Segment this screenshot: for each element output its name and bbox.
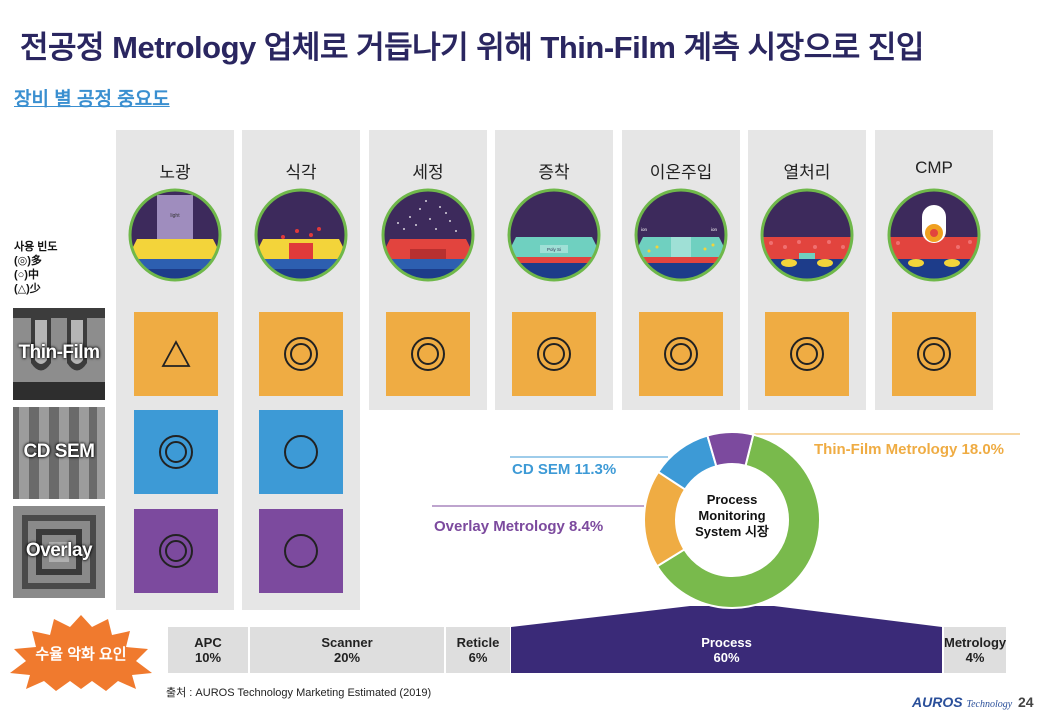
legend-item: (△)少 <box>14 283 41 295</box>
poly-si-text: Poly Si <box>547 247 561 252</box>
usage-high-icon <box>159 435 193 469</box>
thin-film-cross-section-icon <box>13 308 105 400</box>
thin-film-clean-tile <box>386 312 470 396</box>
segment-value: 10% <box>194 650 222 665</box>
process-label-implant: 이온주입 <box>649 163 713 182</box>
row-label-thin-film: Thin-Film <box>18 342 100 363</box>
process-label-cmp: CMP <box>915 158 953 177</box>
thin-film-etch-tile <box>259 312 343 396</box>
deposition-illustration-icon: Poly Si <box>507 188 601 282</box>
usage-high-icon <box>159 534 193 568</box>
segment-value: 6% <box>468 650 488 665</box>
funnel-shape <box>511 606 942 627</box>
label-thin-film-metrology: Thin-Film Metrology 18.0% <box>814 441 1005 458</box>
usage-medium-icon <box>284 435 318 469</box>
auros-logo: AUROS Technology <box>912 694 1012 710</box>
yield-badge: 수율 악화 요인 <box>35 646 127 663</box>
overlay-row-image: Overlay <box>13 506 105 598</box>
row-label-cd-sem: CD SEM <box>23 441 95 462</box>
legend-item: (◎)多 <box>14 255 42 267</box>
anneal-illustration-icon <box>760 188 854 282</box>
center-line: Process <box>706 492 758 507</box>
segment-value: 20% <box>333 650 361 665</box>
donut-hole <box>676 464 788 576</box>
cd-sem-lithography-tile <box>134 410 218 494</box>
segment-name: Metrology <box>944 635 1007 650</box>
page-number: 24 <box>1018 694 1034 710</box>
process-label-lithography: 노광 <box>159 163 191 182</box>
thin-film-row-image: Thin-Film <box>13 308 105 400</box>
bar-segment-process: Process 60% <box>511 627 942 673</box>
page-title: 전공정 Metrology 업체로 거듭나기 위해 Thin-Film 계측 시… <box>20 30 924 65</box>
implant-illustration-icon: ion ion <box>634 188 728 282</box>
cd-sem-lines-icon <box>13 407 105 499</box>
overlay-lithography-tile <box>134 509 218 593</box>
segment-value: 60% <box>713 650 740 665</box>
thin-film-anneal-tile <box>765 312 849 396</box>
ion-text-left: ion <box>641 227 648 232</box>
segment-name: Process <box>701 635 752 650</box>
usage-legend: 사용 빈도 (◎)多 (○)中 (△)少 <box>14 240 58 296</box>
thin-film-deposition-tile <box>512 312 596 396</box>
logo-subtext: Technology <box>966 699 1013 710</box>
legend-item: (○)中 <box>14 269 39 281</box>
thin-film-cmp-tile <box>892 312 976 396</box>
center-line: System 시장 <box>695 524 769 539</box>
donut-center-label: Process Monitoring System 시장 <box>680 492 784 540</box>
lithography-illustration-icon: light <box>128 188 222 282</box>
overlay-target-icon <box>13 506 105 598</box>
cmp-illustration-icon <box>887 188 981 282</box>
thin-film-lithography-tile <box>134 312 218 396</box>
usage-medium-icon <box>284 534 318 568</box>
process-label-deposition: 증착 <box>538 163 570 182</box>
process-label-etch: 식각 <box>285 163 317 182</box>
section-subtitle: 장비 별 공정 중요도 <box>14 89 170 110</box>
bar-segment-apc: APC 10% <box>168 627 248 673</box>
source-note: 출처 : AUROS Technology Marketing Estimate… <box>166 687 432 699</box>
light-text: light <box>170 213 180 219</box>
bar-segment-reticle: Reticle 6% <box>446 627 510 673</box>
center-line: Monitoring <box>698 508 766 523</box>
segment-name: Scanner <box>321 635 373 650</box>
process-label-clean: 세정 <box>412 163 444 182</box>
segment-name: APC <box>194 635 222 650</box>
segment-name: Reticle <box>456 635 500 650</box>
etch-illustration-icon <box>254 188 348 282</box>
legend-heading: 사용 빈도 <box>14 241 58 253</box>
bar-segment-metrology: Metrology 4% <box>944 627 1006 673</box>
row-label-overlay: Overlay <box>25 540 93 561</box>
usage-low-icon <box>161 340 191 367</box>
usage-high-icon <box>917 337 951 371</box>
process-label-anneal: 열처리 <box>783 163 831 182</box>
usage-high-icon <box>411 337 445 371</box>
cd-sem-etch-tile <box>259 410 343 494</box>
logo-text: AUROS <box>912 694 963 710</box>
usage-high-icon <box>284 337 318 371</box>
label-cd-sem: CD SEM 11.3% <box>512 461 617 478</box>
clean-illustration-icon <box>381 188 475 282</box>
overlay-etch-tile <box>259 509 343 593</box>
usage-high-icon <box>537 337 571 371</box>
donut-slice-overlay <box>706 431 755 468</box>
segment-value: 4% <box>965 650 985 665</box>
usage-high-icon <box>664 337 698 371</box>
cd-sem-row-image: CD SEM <box>13 407 105 499</box>
label-overlay-metrology: Overlay Metrology 8.4% <box>434 518 604 535</box>
ion-text-right: ion <box>711 227 718 232</box>
thin-film-implant-tile <box>639 312 723 396</box>
yield-badge-burst-icon <box>10 615 152 691</box>
bar-segment-scanner: Scanner 20% <box>250 627 444 673</box>
usage-high-icon <box>790 337 824 371</box>
